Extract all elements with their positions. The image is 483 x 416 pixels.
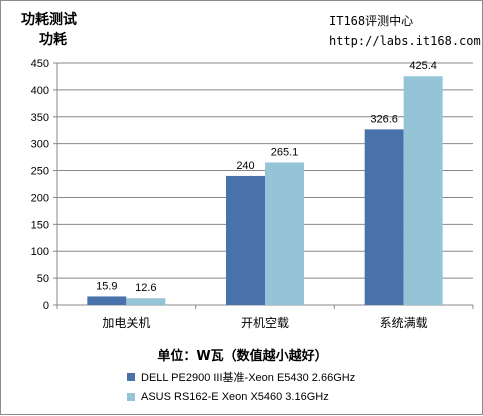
data-label: 12.6 [135, 282, 156, 294]
legend: DELL PE2900 III基准-Xeon E5430 2.66GHz ASU… [127, 367, 355, 407]
brand-url: http://labs.it168.com [329, 34, 481, 48]
legend-label-dell: DELL PE2900 III基准-Xeon E5430 2.66GHz [141, 372, 356, 384]
y-tick-label: 150 [31, 219, 49, 231]
data-label: 265.1 [271, 146, 299, 158]
legend-item-asus: ASUS RS162-E Xeon X5460 3.16GHz [127, 387, 355, 407]
data-label: 425.4 [409, 60, 437, 72]
x-axis-unit-label: 单位：W瓦（数值越小越好） [157, 349, 328, 364]
y-tick-label: 400 [31, 85, 49, 97]
data-label: 15.9 [96, 280, 117, 292]
bar [226, 175, 265, 305]
brand-watermark: IT168评测中心 http://labs.it168.com [329, 11, 481, 51]
legend-item-dell: DELL PE2900 III基准-Xeon E5430 2.66GHz [127, 367, 355, 387]
data-label: 326.6 [370, 113, 398, 125]
bar [364, 129, 404, 305]
x-tick-label: 加电关机 [102, 316, 150, 330]
data-label: 240 [236, 160, 254, 172]
y-tick-label: 200 [31, 192, 49, 204]
legend-swatch-dell [127, 373, 135, 381]
y-tick-label: 50 [37, 273, 49, 285]
y-tick-label: 450 [31, 58, 49, 70]
chart-title: 功耗测试 [21, 12, 77, 28]
bar [126, 298, 166, 305]
y-tick-label: 100 [31, 246, 49, 258]
y-tick-label: 300 [31, 139, 49, 151]
legend-label-asus: ASUS RS162-E Xeon X5460 3.16GHz [141, 391, 329, 403]
y-tick-label: 350 [31, 112, 49, 124]
y-tick-label: 0 [43, 300, 49, 312]
bar [265, 162, 304, 305]
x-tick-label: 系统满载 [380, 316, 428, 330]
legend-swatch-asus [127, 393, 135, 401]
bar [87, 296, 127, 305]
y-tick-label: 250 [31, 166, 49, 178]
brand-name: IT168评测中心 [329, 14, 414, 28]
x-tick-label: 开机空载 [241, 316, 289, 330]
bar [403, 76, 443, 305]
chart-subtitle: 功耗 [39, 32, 67, 48]
